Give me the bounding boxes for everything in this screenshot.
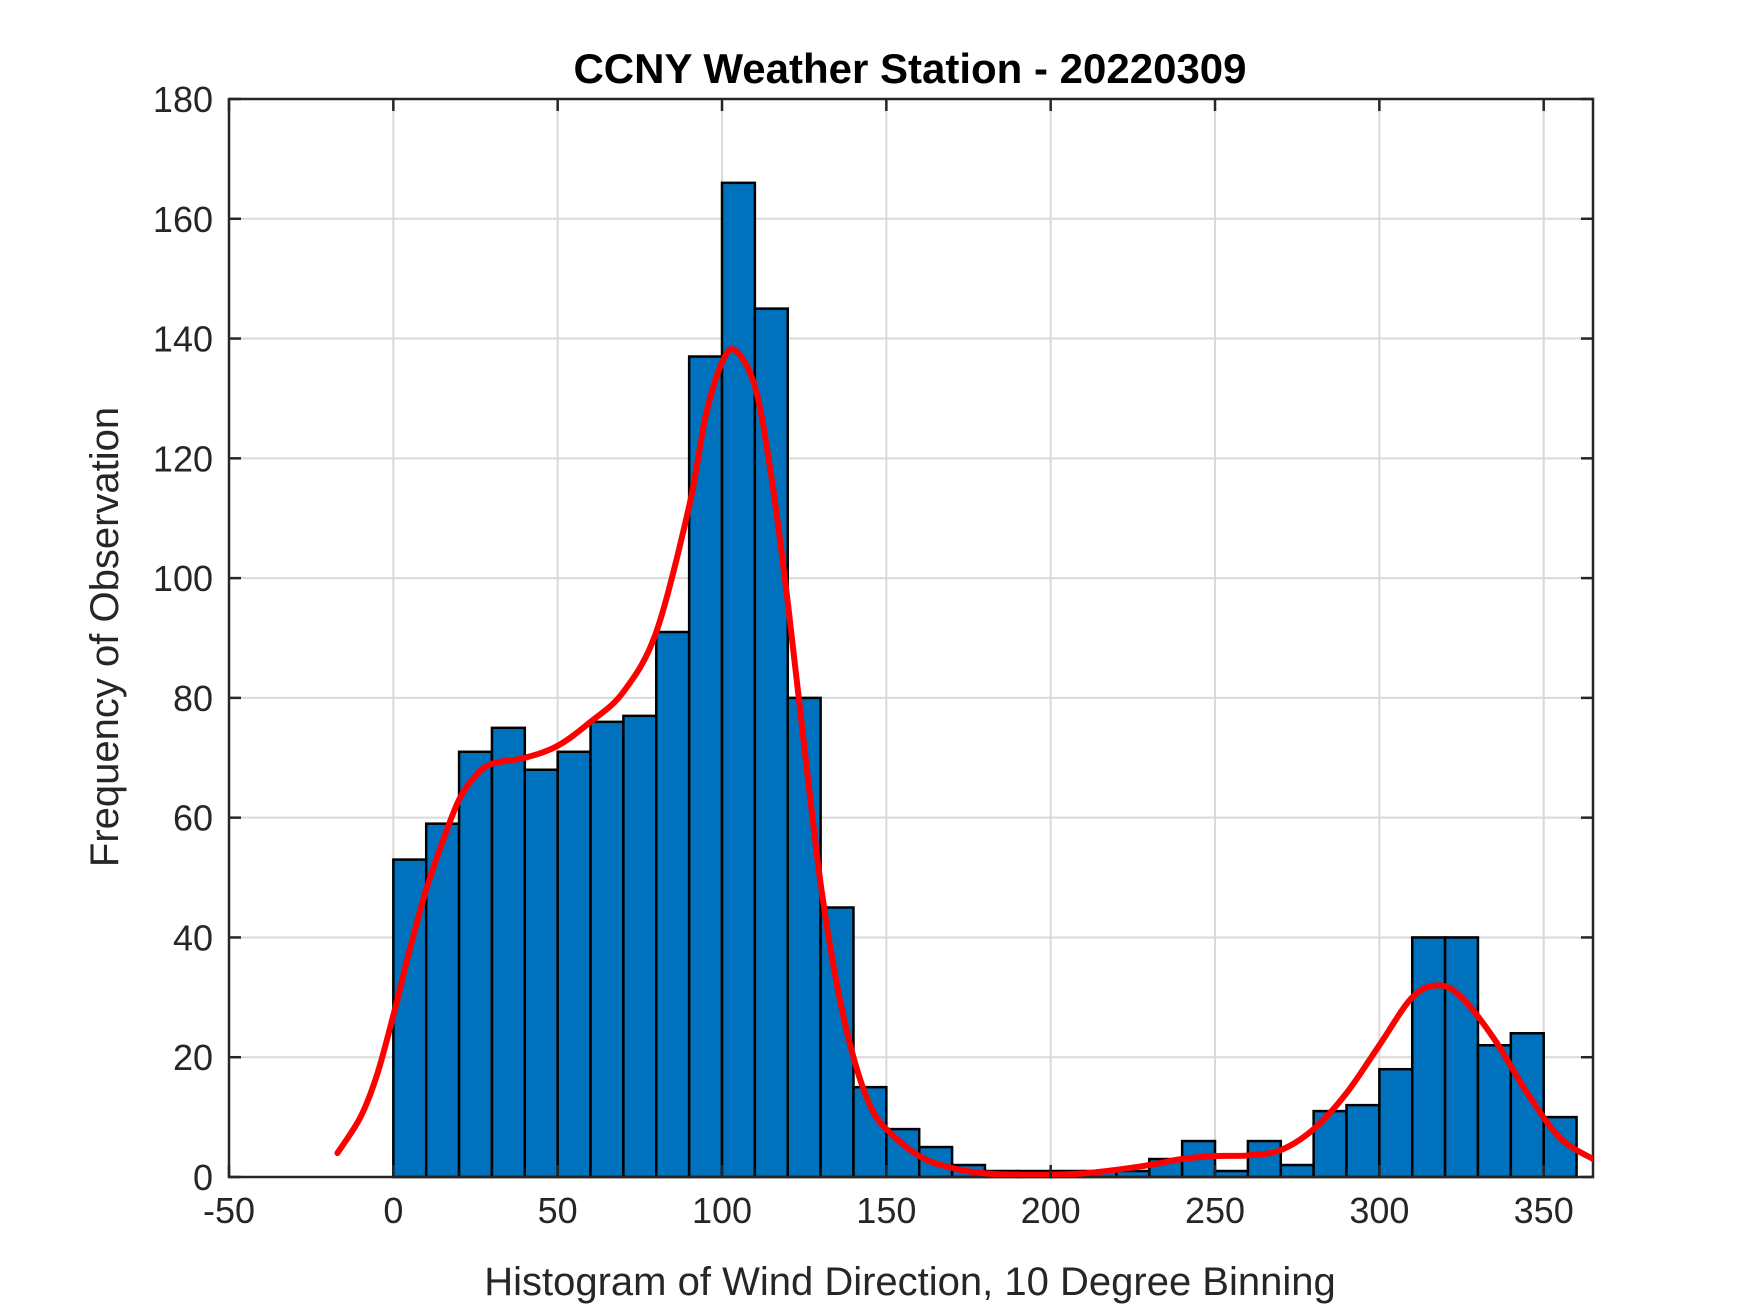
histogram-bar [457, 750, 494, 1179]
x-tick-label: 150 [856, 1190, 916, 1231]
chart-title: CCNY Weather Station - 20220309 [573, 45, 1246, 92]
histogram-bar [1443, 936, 1480, 1179]
y-tick-label: 100 [153, 558, 213, 599]
histogram-bar [1345, 1103, 1381, 1179]
x-tick-label: 300 [1349, 1190, 1409, 1231]
histogram-bar [1279, 1163, 1315, 1179]
y-tick-label: 0 [193, 1157, 213, 1198]
y-axis-label: Frequency of Observation [83, 407, 127, 867]
histogram-bar [655, 630, 691, 1179]
x-tick-label: 350 [1514, 1190, 1574, 1231]
histogram-bar [589, 720, 625, 1179]
histogram-bar [1246, 1139, 1283, 1179]
fit-curve-line [334, 346, 1593, 1177]
y-tick-label: 120 [153, 438, 213, 479]
axes-frame [227, 97, 1595, 1179]
histogram-bar [1476, 1043, 1513, 1179]
y-tick-label: 80 [173, 678, 213, 719]
x-axis-label: Histogram of Wind Direction, 10 Degree B… [484, 1260, 1336, 1304]
axes-border [227, 97, 1595, 1179]
axis-ticks: -50 0 50 100 150 200 250 300 3500204060801001201… [153, 79, 1593, 1231]
x-tick-label: 250 [1185, 1190, 1245, 1231]
histogram-bar [490, 726, 527, 1179]
histogram-bar [556, 750, 592, 1179]
x-tick-label: 0 [383, 1190, 403, 1231]
histogram-bar [1378, 1067, 1414, 1179]
y-tick-label: 40 [173, 917, 213, 958]
histogram-bar [622, 714, 658, 1179]
histogram-bar [753, 307, 789, 1179]
y-tick-label: 160 [153, 199, 213, 240]
x-tick-label: -50 [203, 1190, 255, 1231]
histogram-bar [1410, 936, 1447, 1179]
y-tick-label: 60 [173, 798, 213, 839]
fit-curve-group [334, 346, 1593, 1177]
histogram-bar [523, 768, 559, 1179]
histogram-bar [786, 696, 822, 1179]
y-tick-label: 20 [173, 1037, 213, 1078]
x-tick-label: 100 [692, 1190, 752, 1231]
histogram-bar [720, 181, 757, 1179]
x-tick-label: 50 [538, 1190, 578, 1231]
x-tick-label: 200 [1021, 1190, 1081, 1231]
y-tick-label: 140 [153, 319, 213, 360]
y-tick-label: 180 [153, 79, 213, 120]
